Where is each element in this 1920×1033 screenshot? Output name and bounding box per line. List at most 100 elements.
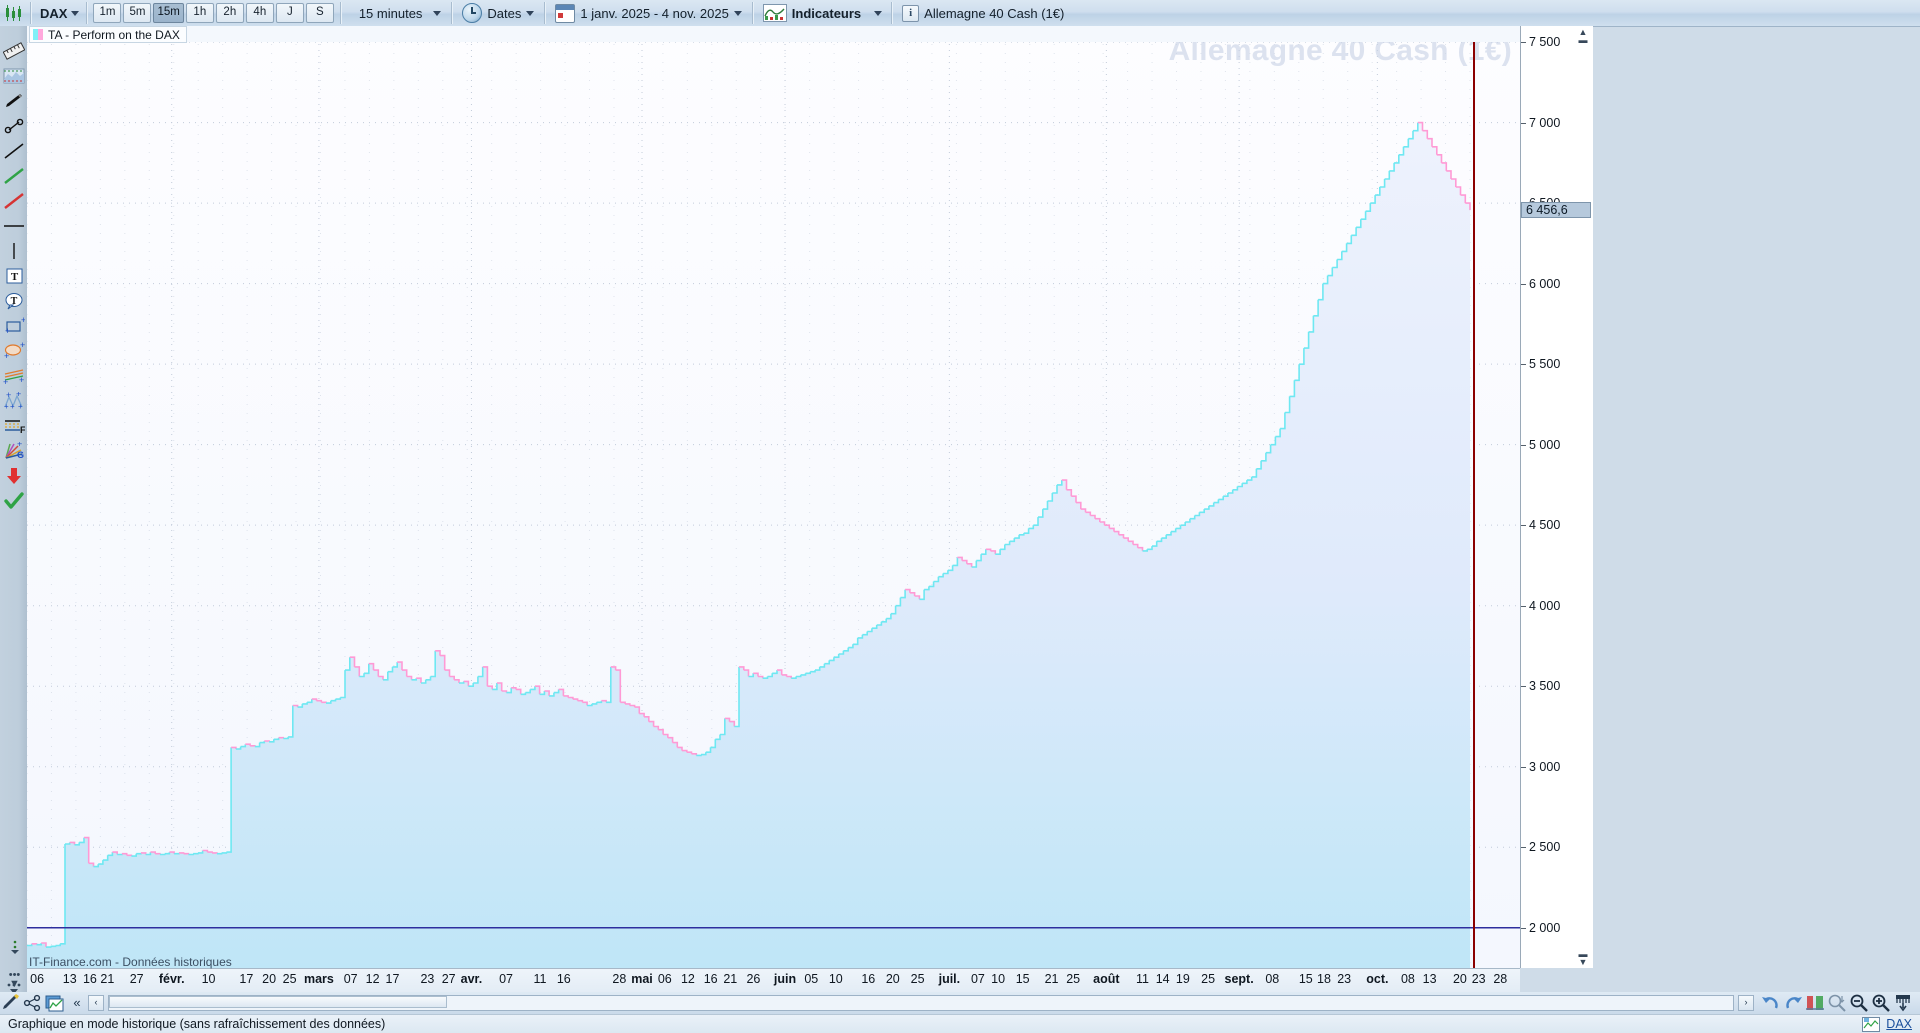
horizontal-scrollbar[interactable] [108, 995, 1734, 1011]
chevron-down-icon [874, 10, 883, 16]
fibonacci-retracement-tool[interactable]: F [0, 415, 27, 437]
time-axis-label: 25 [282, 972, 297, 986]
vertical-line-tool[interactable] [0, 240, 27, 262]
timeframe-button-J[interactable]: J [275, 3, 304, 23]
time-axis-label: 27 [129, 972, 144, 986]
draw-mode-button[interactable] [0, 993, 22, 1013]
indicators-menu[interactable]: Indicateurs [756, 1, 868, 25]
chart-area-tool[interactable] [0, 65, 27, 87]
segment-tool[interactable] [0, 115, 27, 137]
chart-legend-bar: TA - Perform on the DAX [27, 26, 1520, 43]
time-axis-label: mars [303, 972, 334, 986]
toolbar-separator [891, 2, 893, 24]
time-axis-label: 12 [680, 972, 695, 986]
status-symbol-link[interactable]: DAX [1886, 1017, 1912, 1031]
down-arrow-tool[interactable] [0, 465, 27, 487]
price-step-line [27, 121, 1471, 948]
date-range-selector[interactable]: 1 janv. 2025 - 4 nov. 2025 [548, 1, 748, 25]
rail-more-dots[interactable] [0, 978, 27, 1000]
rectangle-tool[interactable]: + + [0, 315, 27, 337]
price-axis-label: 2 000 [1529, 920, 1561, 935]
zoom-in-button[interactable] [1870, 993, 1892, 1013]
scroll-to-end-button[interactable] [1892, 993, 1914, 1013]
timeframe-button-2h[interactable]: 2h [215, 3, 244, 23]
time-axis-label: sept. [1224, 972, 1254, 986]
price-axis-scale-up-icon[interactable]: ▲ ▬ [1578, 27, 1588, 45]
svg-text:+: + [18, 402, 23, 410]
time-axis-label: 07 [343, 972, 358, 986]
horizontal-line-tool[interactable] [0, 215, 27, 237]
time-axis-label: juil. [938, 972, 961, 986]
page-next-button[interactable]: › [1738, 995, 1754, 1011]
text-bubble-tool[interactable]: T [0, 290, 27, 312]
time-axis-label: 10 [828, 972, 843, 986]
series-legend-item[interactable]: TA - Perform on the DAX [29, 26, 187, 43]
toolbar-separator [751, 2, 753, 24]
price-axis[interactable]: ▲ ▬ ▬ ▼ 2 000 2 500 3 000 3 500 4 000 4 500 5 00… [1520, 26, 1593, 968]
status-bar: Graphique en mode historique (sans rafra… [0, 1014, 1920, 1033]
page-first-button[interactable]: « [73, 995, 81, 1010]
parallel-channel-tool[interactable]: + + [0, 365, 27, 387]
line-green-tool[interactable] [0, 165, 27, 187]
line-red-tool[interactable] [0, 190, 27, 212]
line-black-tool[interactable] [0, 140, 27, 162]
time-axis-label: 27 [441, 972, 456, 986]
time-axis-label: 16 [556, 972, 571, 986]
more-tools-icon[interactable] [0, 936, 27, 958]
timeframe-button-15m[interactable]: 15m [153, 3, 184, 23]
pencil-tool[interactable] [0, 90, 27, 112]
ruler-tool[interactable] [0, 40, 27, 62]
redo-button[interactable] [1782, 993, 1804, 1013]
share-button[interactable] [22, 993, 44, 1013]
timeframe-label: 15 minutes [358, 5, 423, 21]
fit-height-button[interactable] [1826, 993, 1848, 1013]
clock-icon [462, 3, 483, 23]
zoom-out-button[interactable] [1848, 993, 1870, 1013]
timeframe-dropdown[interactable]: 15 minutes [344, 1, 449, 25]
snapshot-button[interactable] [44, 993, 66, 1013]
ellipse-tool[interactable]: + + [0, 340, 27, 362]
dates-menu[interactable]: Dates [455, 1, 541, 25]
svg-text:F: F [20, 425, 25, 435]
status-message: Graphique en mode historique (sans rafra… [8, 1017, 386, 1031]
price-axis-scale-down-icon[interactable]: ▬ ▼ [1578, 949, 1588, 967]
indicators-dropdown[interactable] [868, 1, 888, 25]
series-color-swatch [33, 29, 43, 40]
indicator-icon [762, 4, 787, 22]
time-axis-label: 17 [239, 972, 254, 986]
page-prev-button[interactable]: ‹ [88, 995, 104, 1011]
timeframe-button-S[interactable]: S [305, 3, 334, 23]
price-axis-tick [1521, 42, 1526, 44]
toolbar-separator [544, 2, 546, 24]
svg-text:+: + [19, 375, 24, 385]
time-axis-label: 14 [1155, 972, 1170, 986]
time-axis-options-icon[interactable]: ••• ▼ [8, 969, 21, 990]
time-axis[interactable]: 06 13 16 21 27 févr. 10 17 20 25 mars 07 12 17 23 27 avr… [27, 968, 1520, 994]
timeframe-button-1h[interactable]: 1h [185, 3, 214, 23]
time-axis-label: avr. [460, 972, 483, 986]
andrews-pitchfork-tool[interactable]: + + + + + [0, 390, 27, 412]
time-axis-label: 26 [746, 972, 761, 986]
date-range-label: 1 janv. 2025 - 4 nov. 2025 [580, 5, 729, 21]
timeframe-button-5m[interactable]: 5m [123, 3, 152, 23]
time-axis-label: 25 [910, 972, 925, 986]
instrument-info[interactable]: i Allemagne 40 Cash (1€) [895, 1, 1071, 25]
validate-tool[interactable] [0, 490, 27, 512]
gann-fan-tool[interactable]: G + [0, 440, 27, 462]
timeframe-button-4h[interactable]: 4h [245, 3, 274, 23]
scrollbar-thumb[interactable] [109, 996, 447, 1008]
chart-pane[interactable]: Allemagne 40 Cash (1€) [27, 26, 1520, 968]
undo-button[interactable] [1760, 993, 1782, 1013]
fit-width-button[interactable] [1804, 993, 1826, 1013]
svg-text:+: + [4, 351, 9, 360]
svg-text:T: T [11, 271, 19, 283]
svg-text:+: + [20, 342, 25, 350]
text-box-tool[interactable]: T [0, 265, 27, 287]
price-axis-tick [1521, 766, 1526, 768]
timeframe-button-1m[interactable]: 1m [93, 3, 122, 23]
price-axis-label: 7 000 [1529, 115, 1561, 130]
symbol-selector[interactable]: DAX [34, 4, 83, 23]
timeframe-button-group: 1m 5m 15m 1h 2h 4h J S [90, 1, 336, 25]
price-axis-label: 5 000 [1529, 437, 1561, 452]
toolbar-separator [30, 2, 31, 24]
